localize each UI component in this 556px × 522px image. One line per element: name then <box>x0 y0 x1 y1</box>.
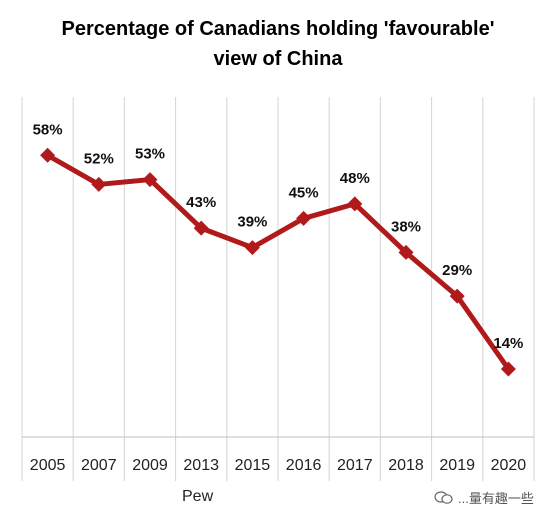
data-label: 43% <box>186 194 216 211</box>
data-point-marker <box>347 196 363 212</box>
data-point-marker <box>193 220 209 236</box>
x-tick-label: 2017 <box>337 457 373 474</box>
x-tick-label: 2007 <box>81 457 117 474</box>
data-point-marker <box>398 244 414 260</box>
x-tick-label: 2018 <box>388 457 424 474</box>
watermark-text: ...量有趣一些 <box>458 491 534 506</box>
x-tick-label: 2016 <box>286 457 322 474</box>
data-label: 52% <box>84 150 114 167</box>
data-point-marker <box>142 172 158 188</box>
data-point-marker <box>296 210 312 226</box>
series-line <box>46 153 511 371</box>
x-tick-label: 2009 <box>132 457 168 474</box>
data-label: 45% <box>289 184 319 201</box>
x-tick-label: 2020 <box>491 457 527 474</box>
source-label: Pew <box>182 488 214 505</box>
chart-title-line-2: view of China <box>213 48 343 70</box>
x-tick-label: 2019 <box>439 457 475 474</box>
watermark: ...量有趣一些 <box>434 488 534 507</box>
x-tick-label: 2005 <box>30 457 66 474</box>
data-point-marker <box>449 288 465 304</box>
chart-title: Percentage of Canadians holding 'favoura… <box>0 14 556 74</box>
wechat-icon <box>434 490 453 504</box>
data-point-marker <box>244 240 260 256</box>
data-label: 39% <box>237 214 267 231</box>
data-point-marker <box>91 176 107 192</box>
x-tick-label: 2013 <box>183 457 219 474</box>
data-point-marker <box>500 361 516 377</box>
data-point-marker <box>40 147 56 163</box>
data-label: 58% <box>33 121 63 138</box>
data-label: 48% <box>340 170 370 187</box>
data-label: 14% <box>493 335 523 352</box>
chart-title-line-1: Percentage of Canadians holding 'favoura… <box>61 18 495 40</box>
data-label: 53% <box>135 146 165 163</box>
data-label: 29% <box>442 262 472 279</box>
x-tick-label: 2015 <box>235 457 271 474</box>
data-label: 38% <box>391 218 421 235</box>
